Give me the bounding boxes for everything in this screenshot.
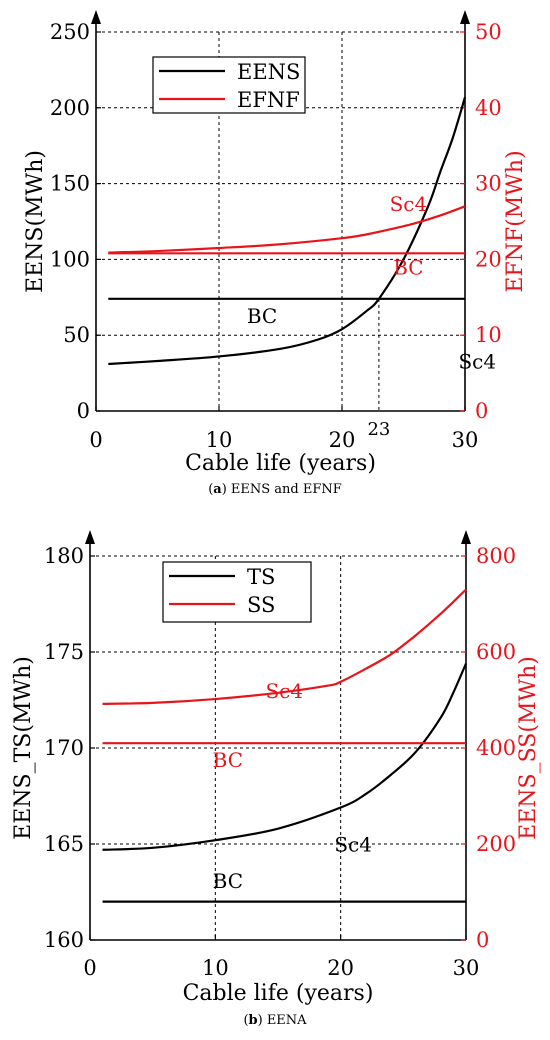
y-tick-label-right: 800 bbox=[476, 544, 516, 568]
annotation-label: Sc4 bbox=[390, 192, 428, 216]
y-tick-label-left: 150 bbox=[50, 172, 90, 196]
y-tick-label-left: 50 bbox=[63, 323, 90, 347]
y-axis-label-left: EENS_TS(MWh) bbox=[11, 656, 36, 840]
x-tick-label: 20 bbox=[327, 956, 354, 980]
y-axis-label-right: EENS_SS(MWh) bbox=[516, 656, 541, 840]
chart-b: 0 10 20 30 160 165 170 175 180 0 200 400 600 800 Cable… bbox=[11, 530, 541, 1006]
x-axis-label: Cable life (years) bbox=[185, 451, 376, 476]
x-tick-label: 10 bbox=[202, 956, 229, 980]
y-tick-label-right: 0 bbox=[476, 928, 489, 952]
y-tick-label-right: 30 bbox=[475, 172, 502, 196]
series-line-ss-sc4 bbox=[102, 588, 467, 705]
y-axis-label-right: EFNF(MWh) bbox=[503, 150, 528, 292]
y-tick-label-left: 180 bbox=[44, 544, 84, 568]
y-tick-label-right: 200 bbox=[476, 832, 516, 856]
x-tick-label: 0 bbox=[83, 956, 96, 980]
arrow-right-axis bbox=[461, 530, 471, 544]
legend: TS SS bbox=[162, 561, 312, 623]
x-tick-label: 0 bbox=[89, 428, 102, 452]
y-tick-label-left: 170 bbox=[44, 736, 84, 760]
series-line-ts-sc4 bbox=[102, 663, 468, 851]
annotation-label: BC bbox=[213, 748, 243, 772]
y-tick-label-left: 175 bbox=[44, 640, 84, 664]
x-axis-label: Cable life (years) bbox=[183, 981, 374, 1006]
legend-label: EFNF bbox=[237, 88, 300, 112]
series-line-eens-sc4 bbox=[108, 96, 467, 366]
arrow-left-axis bbox=[85, 530, 95, 544]
legend-label: EENS bbox=[237, 60, 300, 84]
arrow-left-axis bbox=[91, 10, 101, 24]
caption-b: (b) EENA bbox=[243, 1013, 307, 1028]
annotation-label: BC bbox=[213, 869, 243, 893]
y-tick-label-right: 40 bbox=[475, 96, 502, 120]
y-tick-label-right: 600 bbox=[476, 640, 516, 664]
annotation-label: 23 bbox=[367, 419, 390, 440]
chart-a: 0 10 20 30 0 50 100 150 200 250 0 10 20 30 40 50 Cable l… bbox=[23, 10, 528, 476]
legend: EENS EFNF bbox=[152, 56, 306, 114]
x-tick-label: 10 bbox=[206, 428, 233, 452]
y-axis-label-left: EENS(MWh) bbox=[23, 150, 48, 293]
legend-box bbox=[162, 561, 312, 623]
y-tick-label-right: 10 bbox=[475, 323, 502, 347]
arrow-right-axis bbox=[460, 10, 470, 24]
annotation-label: Sc4 bbox=[334, 833, 372, 857]
y-tick-label-right: 400 bbox=[476, 736, 516, 760]
legend-label: SS bbox=[247, 593, 275, 617]
y-tick-label-left: 100 bbox=[50, 247, 90, 271]
y-tick-label-left: 200 bbox=[50, 96, 90, 120]
series-line-efnf-sc4 bbox=[108, 205, 466, 254]
y-tick-label-left: 160 bbox=[44, 928, 84, 952]
y-tick-label-right: 50 bbox=[475, 20, 502, 44]
y-tick-label-right: 0 bbox=[475, 399, 488, 423]
legend-label: TS bbox=[247, 565, 275, 589]
x-tick-label: 20 bbox=[329, 428, 356, 452]
annotation-label: BC bbox=[393, 256, 423, 280]
legend-box bbox=[152, 56, 306, 114]
annotation-label: BC bbox=[247, 304, 277, 328]
y-tick-label-right: 20 bbox=[475, 247, 502, 271]
y-tick-label-left: 0 bbox=[77, 399, 90, 423]
caption-a: (a) EENS and EFNF bbox=[208, 482, 342, 497]
x-tick-label: 30 bbox=[452, 428, 479, 452]
x-tick-label: 30 bbox=[453, 956, 480, 980]
annotation-label: Sc4 bbox=[458, 350, 496, 374]
y-tick-label-left: 165 bbox=[44, 832, 84, 856]
annotation-label: Sc4 bbox=[265, 679, 303, 703]
y-tick-label-left: 250 bbox=[50, 20, 90, 44]
